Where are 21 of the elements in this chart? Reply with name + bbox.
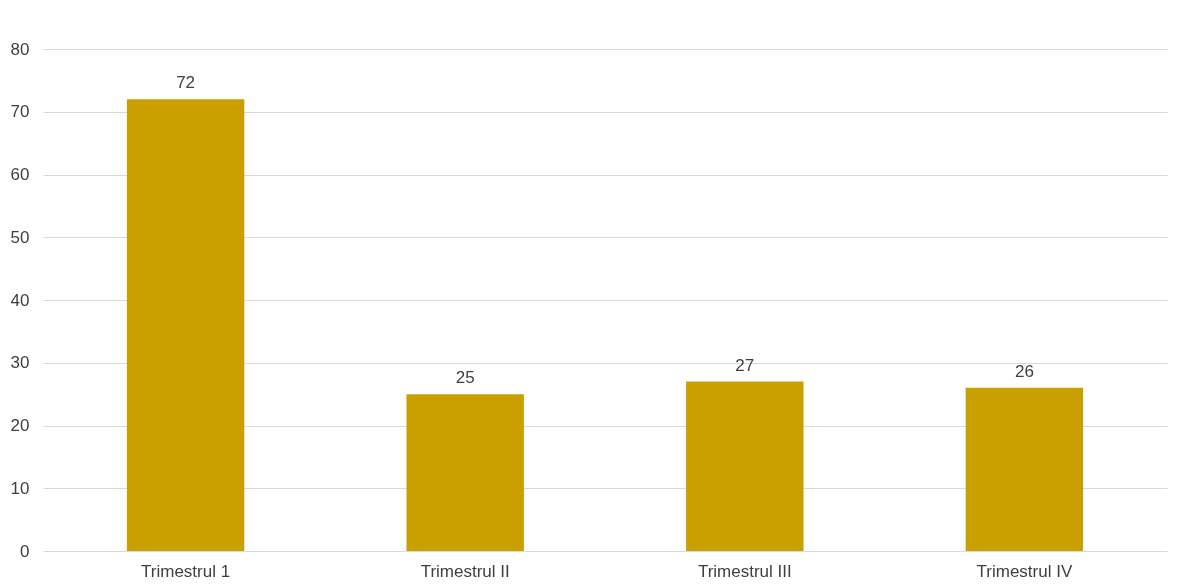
bar [126, 99, 245, 551]
data-label: 72 [176, 73, 196, 93]
y-tick-label: 20 [10, 416, 30, 435]
y-tick-label: 30 [10, 353, 30, 373]
x-tick-label: Trimestrul 1 [141, 561, 231, 581]
x-tick-label: Trimestrul II [420, 561, 510, 581]
bar [965, 387, 1084, 551]
data-label: 25 [455, 368, 475, 388]
y-tick-label: 40 [10, 290, 30, 310]
y-tick-label: 10 [10, 478, 30, 498]
y-tick-label: 70 [10, 102, 30, 122]
bar [406, 394, 524, 551]
x-tick-label: Trimestrul III [697, 561, 792, 581]
y-tick-label: 0 [20, 541, 30, 561]
y-tick-label: 60 [10, 165, 30, 184]
y-tick-label: 50 [10, 227, 30, 247]
y-tick-label: 80 [10, 39, 30, 59]
data-label: 27 [735, 355, 755, 375]
data-label: 26 [1014, 361, 1034, 381]
x-tick-label: Trimestrul IV [976, 561, 1073, 581]
bar [686, 381, 804, 551]
